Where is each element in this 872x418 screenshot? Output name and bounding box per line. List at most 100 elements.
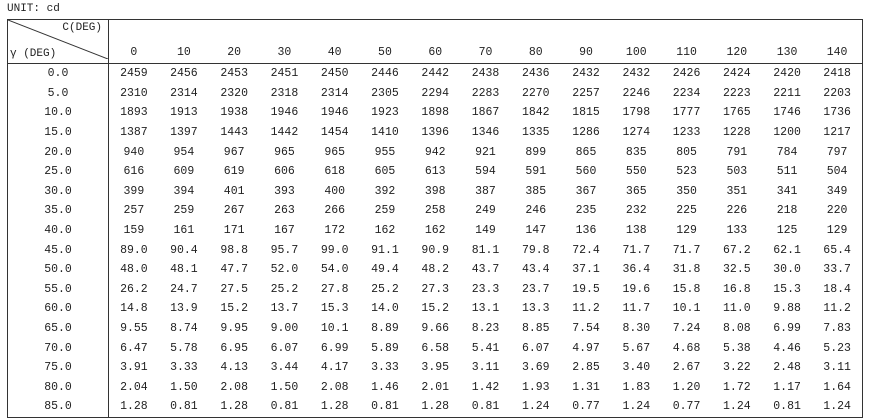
cell-value: 392: [374, 184, 396, 198]
cell-value: 3.11: [471, 361, 500, 375]
cell-value: 9.00: [270, 322, 299, 336]
cell-value: 1.93: [521, 380, 550, 394]
column-header: 20: [209, 19, 260, 64]
cell-value: 4.46: [773, 341, 801, 355]
cell-value: 8.30: [622, 322, 651, 336]
cell-value: 1.24: [521, 400, 550, 414]
cell-value: 19.6: [622, 282, 651, 296]
cell-value: 400: [324, 184, 346, 198]
table-header: C(DEG) γ (DEG) 0 10 20 30 40 50 60 70 80 90 100 110…: [7, 19, 863, 64]
cell-value: 3.91: [120, 361, 148, 375]
cell-value: 11.0: [723, 302, 751, 316]
cell-value: 218: [776, 204, 798, 218]
cell-value: 2211: [773, 86, 801, 100]
table-body: 0.0 2459 2456 2453 2451 2450 2446 2442 2438 2436 2…: [7, 63, 863, 418]
cell-value: 220: [826, 204, 848, 218]
cell-value: 33.7: [823, 263, 851, 277]
cell-value: 18.4: [823, 282, 851, 296]
cell-value: 30.0: [773, 263, 801, 277]
cell-value: 1946: [320, 106, 349, 120]
cell-value: 2314: [320, 86, 349, 100]
cell-value: 4.13: [220, 361, 248, 375]
cell-value: 54.0: [320, 263, 349, 277]
cell-value: 129: [676, 224, 697, 238]
cell-value: 27.3: [421, 282, 450, 296]
cell-value: 2451: [270, 67, 299, 81]
cell-value: 71.7: [672, 243, 701, 257]
cell-value: 9.66: [421, 322, 450, 336]
cell-value: 167: [274, 224, 295, 238]
data-row: 65.0 9.55 8.74 9.95 9.00 10.1 8.89 9.66 8.23 8.85…: [7, 318, 863, 339]
cell-value: 36.4: [622, 263, 651, 277]
cell-value: 2320: [220, 86, 248, 100]
corner-diagonal: [8, 20, 108, 59]
row-angle: 60.0: [7, 299, 109, 319]
cell-value: 8.08: [723, 322, 751, 336]
cell-value: 1335: [521, 126, 550, 140]
cell-value: 1842: [521, 106, 550, 120]
cell-value: 225: [676, 204, 697, 218]
cell-value: 1736: [823, 106, 851, 120]
cell-value: 13.1: [471, 302, 500, 316]
cell-value: 136: [575, 224, 597, 238]
column-header: 70: [460, 19, 511, 64]
cell-value: 605: [374, 165, 396, 179]
column-header: 130: [761, 19, 813, 64]
cell-value: 13.3: [521, 302, 550, 316]
cell-value: 6.58: [421, 341, 450, 355]
data-row: 35.0 257 259 267 263 266 259 258 249 246 235 232 225…: [7, 201, 863, 221]
cell-value: 2432: [572, 67, 600, 81]
cell-value: 259: [173, 204, 195, 218]
cell-value: 3.44: [270, 361, 299, 375]
cell-value: 2438: [471, 67, 500, 81]
cell-value: 147: [525, 224, 547, 238]
cell-value: 25.2: [270, 282, 299, 296]
cell-value: 393: [274, 184, 295, 198]
cell-value: 3.11: [823, 361, 851, 375]
cell-value: 14.8: [120, 302, 148, 316]
data-row: 15.0 1387 1397 1443 1442 1454 1410 1396 1346 1335…: [7, 122, 863, 143]
cell-value: 67.2: [723, 243, 751, 257]
cell-value: 5.41: [471, 341, 500, 355]
cell-value: 351: [726, 184, 748, 198]
row-angle: 70.0: [7, 338, 109, 358]
cell-value: 1.50: [170, 380, 198, 394]
cell-value: 2203: [823, 86, 851, 100]
cell-value: 15.8: [672, 282, 701, 296]
cell-value: 15.2: [220, 302, 248, 316]
column-header: 110: [661, 19, 712, 64]
cell-value: 159: [123, 224, 145, 238]
cell-value: 10.1: [320, 322, 349, 336]
row-angle: 40.0: [7, 220, 109, 241]
cell-value: 13.9: [170, 302, 198, 316]
cell-value: 9.55: [120, 322, 148, 336]
cell-value: 1938: [220, 106, 248, 120]
data-row: 60.0 14.8 13.9 15.2 13.7 15.3 14.0 15.2 13.1 13.3…: [7, 299, 863, 319]
cell-value: 4.97: [572, 341, 600, 355]
cell-value: 162: [374, 224, 396, 238]
cell-value: 2318: [270, 86, 299, 100]
row-angle: 15.0: [7, 122, 109, 143]
cell-value: 5.67: [622, 341, 651, 355]
cell-value: 1.28: [421, 400, 450, 414]
row-angle: 5.0: [7, 83, 109, 104]
cell-value: 62.1: [773, 243, 801, 257]
cell-value: 6.47: [120, 341, 148, 355]
cell-value: 19.5: [572, 282, 600, 296]
cell-value: 37.1: [572, 263, 600, 277]
cell-value: 367: [575, 184, 597, 198]
cell-value: 1454: [320, 126, 349, 140]
cell-value: 1.28: [120, 400, 148, 414]
cell-value: 967: [223, 145, 245, 159]
cell-value: 13.7: [270, 302, 299, 316]
cell-value: 613: [424, 165, 446, 179]
cell-value: 125: [776, 224, 798, 238]
column-header: 40: [309, 19, 360, 64]
cell-value: 249: [475, 204, 496, 218]
cell-value: 1765: [723, 106, 751, 120]
cell-value: 1.17: [773, 380, 801, 394]
cell-value: 172: [324, 224, 346, 238]
cell-value: 954: [173, 145, 195, 159]
cell-value: 5.78: [170, 341, 198, 355]
